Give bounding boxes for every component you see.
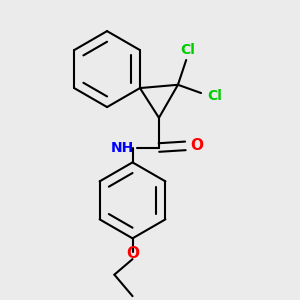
Text: NH: NH — [111, 140, 134, 154]
Text: Cl: Cl — [208, 89, 223, 103]
Text: O: O — [126, 246, 139, 261]
Text: O: O — [190, 138, 203, 153]
Text: Cl: Cl — [180, 43, 195, 57]
